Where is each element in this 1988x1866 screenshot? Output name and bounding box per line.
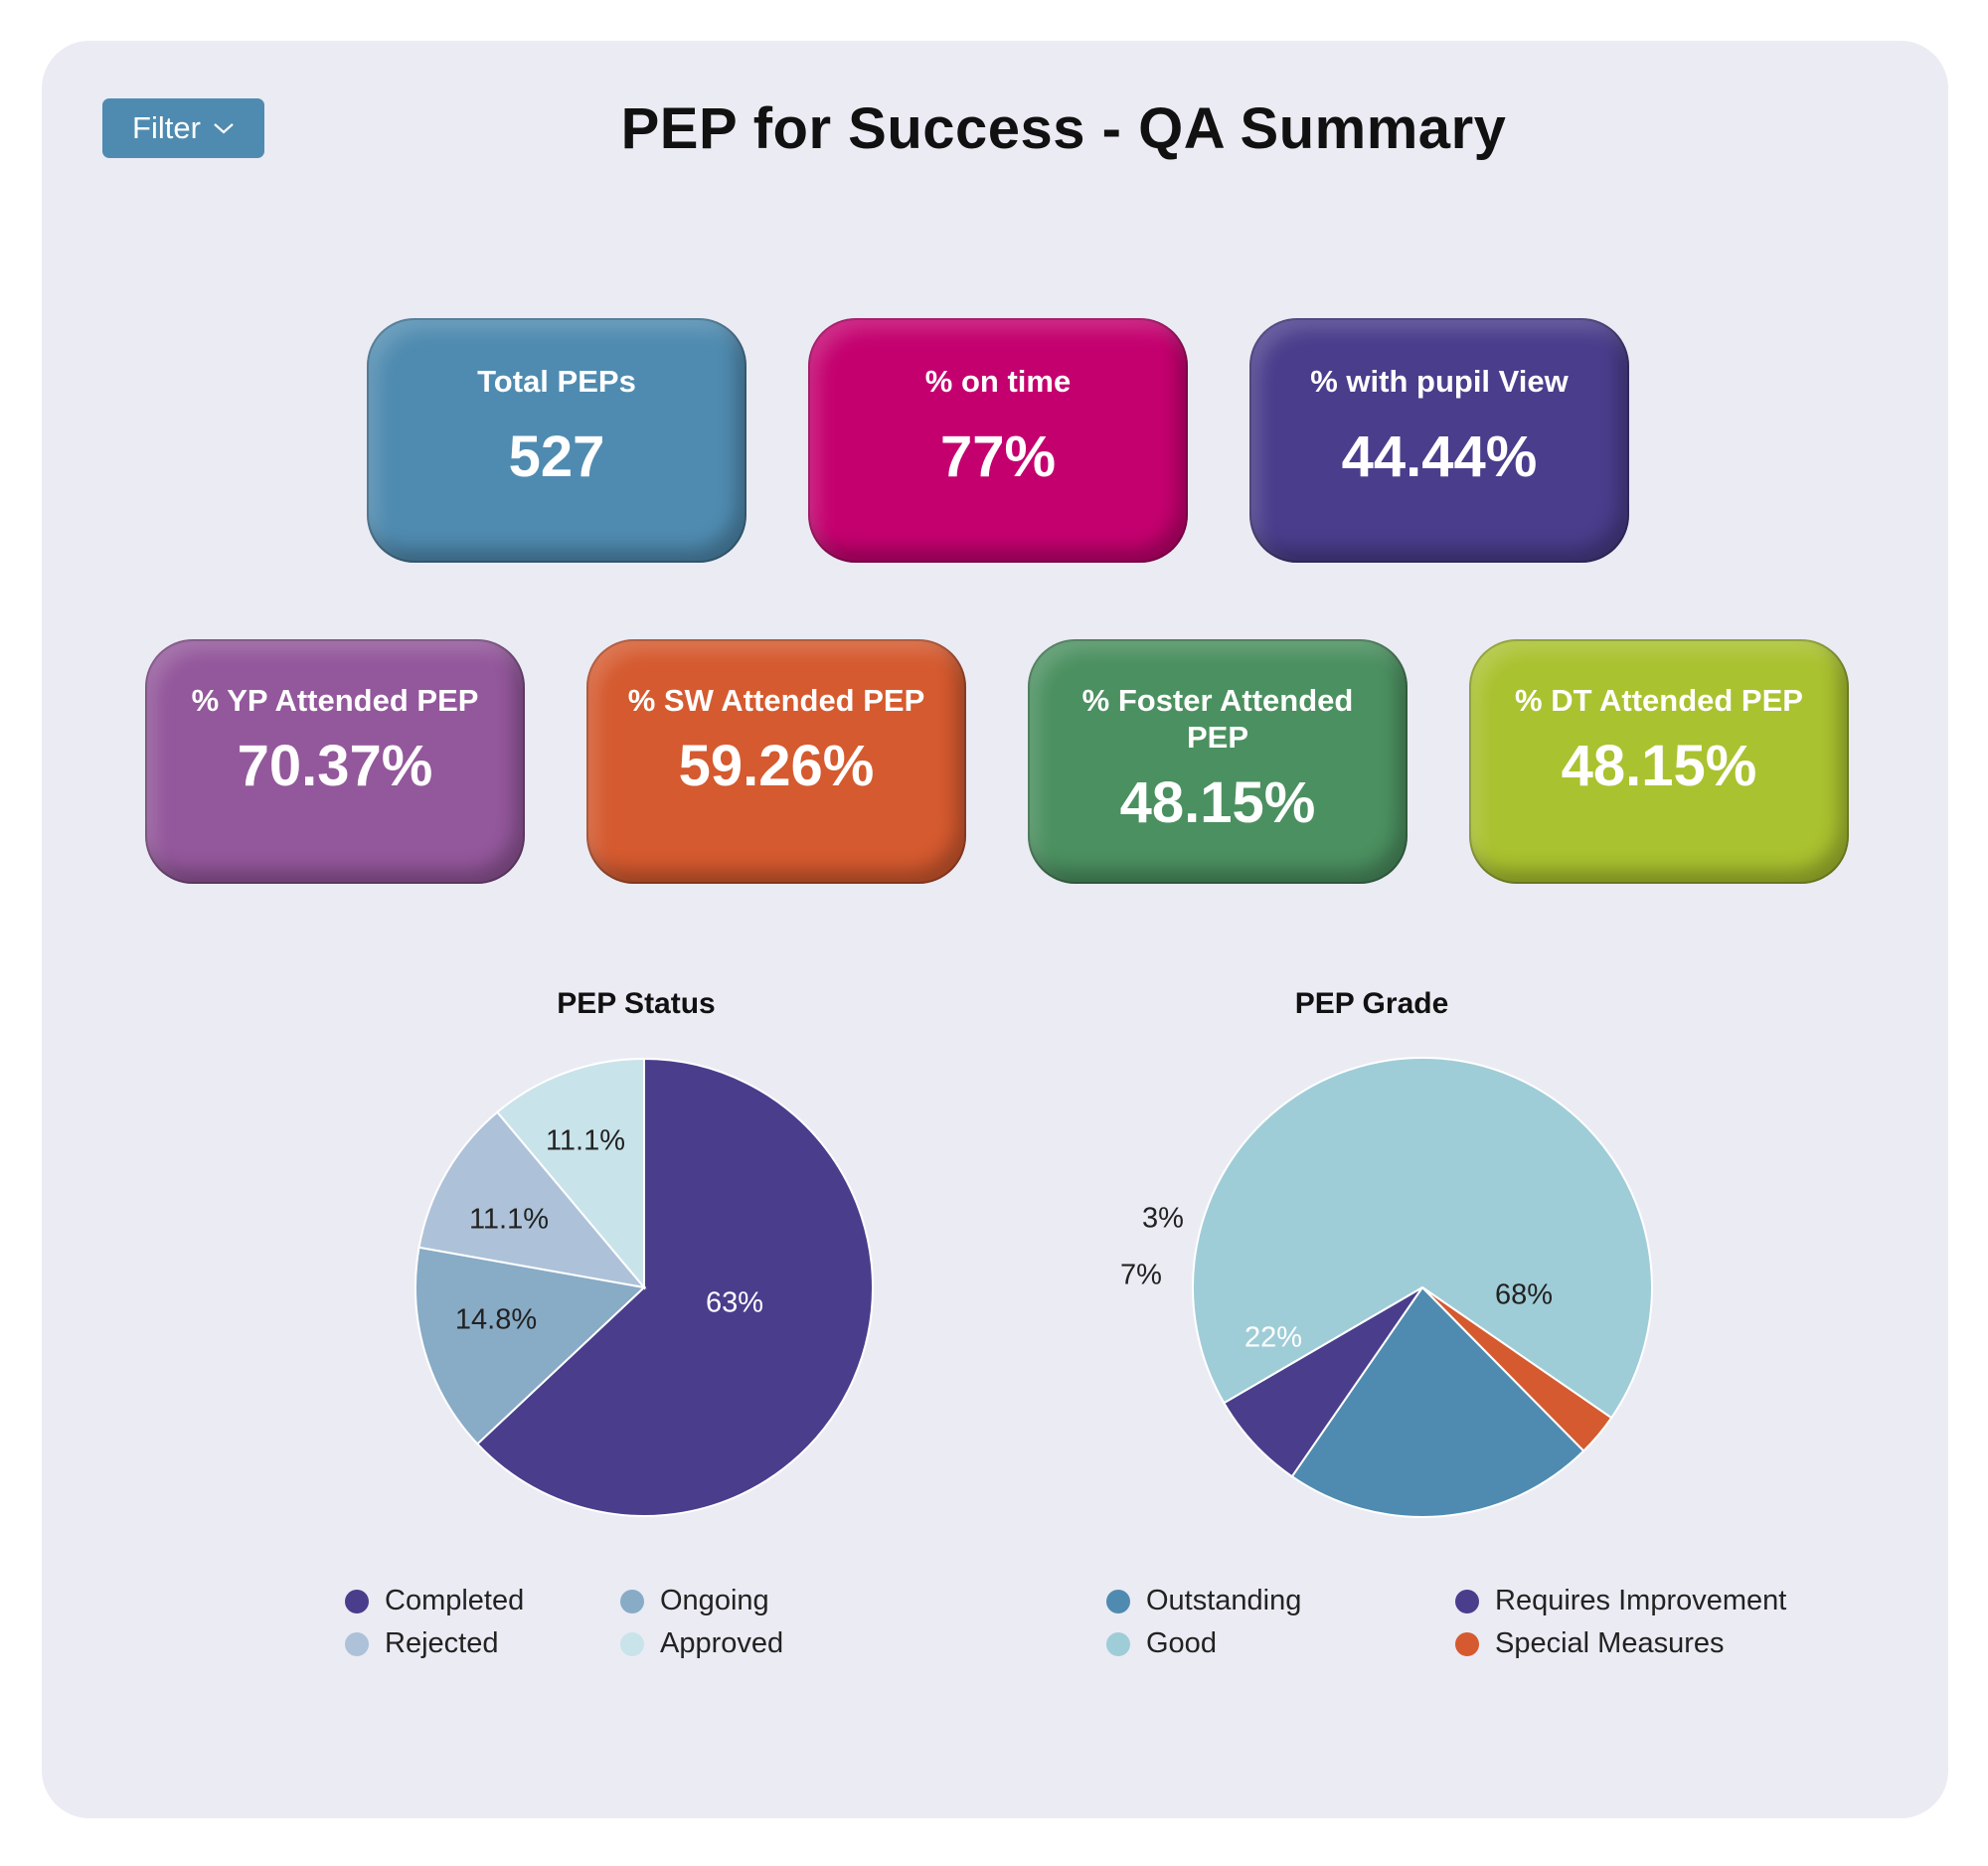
kpi-label: % YP Attended PEP: [191, 683, 479, 718]
pie-data-label: 63%: [706, 1287, 763, 1319]
legend-item: Approved: [620, 1627, 783, 1660]
legend-label: Special Measures: [1495, 1627, 1725, 1659]
legend-item: Completed: [345, 1585, 524, 1617]
legend-item: Rejected: [345, 1627, 498, 1660]
kpi-value: 44.44%: [1341, 424, 1538, 489]
legend-label: Ongoing: [660, 1585, 769, 1616]
legend-item: Requires Improvement: [1455, 1585, 1786, 1617]
legend-label: Approved: [660, 1627, 784, 1659]
kpi-label: Total PEPs: [477, 364, 636, 399]
kpi-yp-attended: % YP Attended PEP 70.37%: [145, 639, 525, 884]
kpi-foster-attended: % Foster Attended PEP 48.15%: [1028, 639, 1408, 884]
legend-label: Rejected: [385, 1627, 499, 1659]
pie-slice-completed: [475, 1057, 874, 1517]
filter-dropdown-button[interactable]: Filter: [102, 98, 264, 158]
page-title: PEP for Success - QA Summary: [620, 96, 1507, 161]
chevron-down-icon: [214, 123, 234, 134]
kpi-value: 527: [508, 424, 605, 489]
pie-slice-rejected: [417, 1110, 647, 1289]
legend-item: Good: [1106, 1627, 1217, 1660]
legend-item: Ongoing: [620, 1585, 769, 1617]
legend-swatch: [1106, 1589, 1130, 1613]
kpi-value: 77%: [939, 424, 1057, 489]
legend-swatch: [620, 1589, 644, 1613]
kpi-dt-attended: % DT Attended PEP 48.15%: [1469, 639, 1849, 884]
legend-swatch: [1106, 1631, 1130, 1656]
kpi-total-peps: Total PEPs 527: [367, 318, 746, 563]
chart-title-pep-grade: PEP Grade: [1294, 987, 1449, 1020]
pie-slice-approved: [495, 1057, 645, 1290]
legend-swatch: [1455, 1631, 1479, 1656]
kpi-label: % on time: [924, 364, 1072, 399]
kpi-label: % with pupil View: [1310, 364, 1569, 399]
legend-label: Completed: [385, 1585, 525, 1616]
filter-label: Filter: [132, 110, 201, 145]
legend-label: Requires Improvement: [1495, 1585, 1787, 1616]
kpi-value: 59.26%: [678, 734, 875, 798]
legend-item: Special Measures: [1455, 1627, 1725, 1660]
kpi-label: % SW Attended PEP: [627, 683, 925, 718]
legend-label: Outstanding: [1146, 1585, 1302, 1616]
kpi-value: 48.15%: [1561, 734, 1757, 798]
kpi-sw-attended: % SW Attended PEP 59.26%: [586, 639, 966, 884]
legend-swatch: [1455, 1589, 1479, 1613]
legend-swatch: [345, 1589, 369, 1613]
legend-label: Good: [1146, 1627, 1217, 1659]
kpi-label: % Foster Attended PEP: [1081, 683, 1354, 755]
kpi-label: % DT Attended PEP: [1515, 683, 1803, 718]
kpi-on-time: % on time 77%: [808, 318, 1188, 563]
pie-slice-ongoing: [414, 1246, 647, 1445]
chart-title-pep-status: PEP Status: [557, 987, 716, 1020]
legend-item: Outstanding: [1106, 1585, 1301, 1617]
pie-data-label: 11.1%: [546, 1125, 625, 1157]
kpi-value: 70.37%: [237, 734, 433, 798]
pie-data-label: 11.1%: [469, 1204, 549, 1236]
legend-swatch: [620, 1631, 644, 1656]
legend-swatch: [345, 1631, 369, 1656]
kpi-value: 48.15%: [1119, 770, 1316, 835]
kpi-pupil-view: % with pupil View 44.44%: [1249, 318, 1629, 563]
pie-data-label: 14.8%: [455, 1304, 537, 1336]
